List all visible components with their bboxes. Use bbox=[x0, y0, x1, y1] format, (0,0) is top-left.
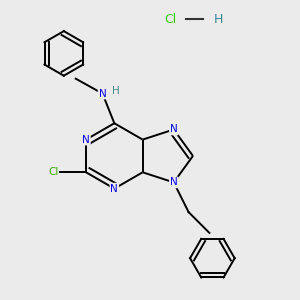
Text: Cl: Cl bbox=[48, 167, 58, 177]
Text: N: N bbox=[170, 177, 178, 188]
Text: H: H bbox=[112, 86, 120, 96]
Text: N: N bbox=[110, 184, 118, 194]
Text: N: N bbox=[99, 88, 106, 98]
Text: N: N bbox=[82, 135, 90, 145]
Text: Cl: Cl bbox=[165, 13, 177, 26]
Text: H: H bbox=[214, 13, 223, 26]
Text: N: N bbox=[170, 124, 178, 134]
